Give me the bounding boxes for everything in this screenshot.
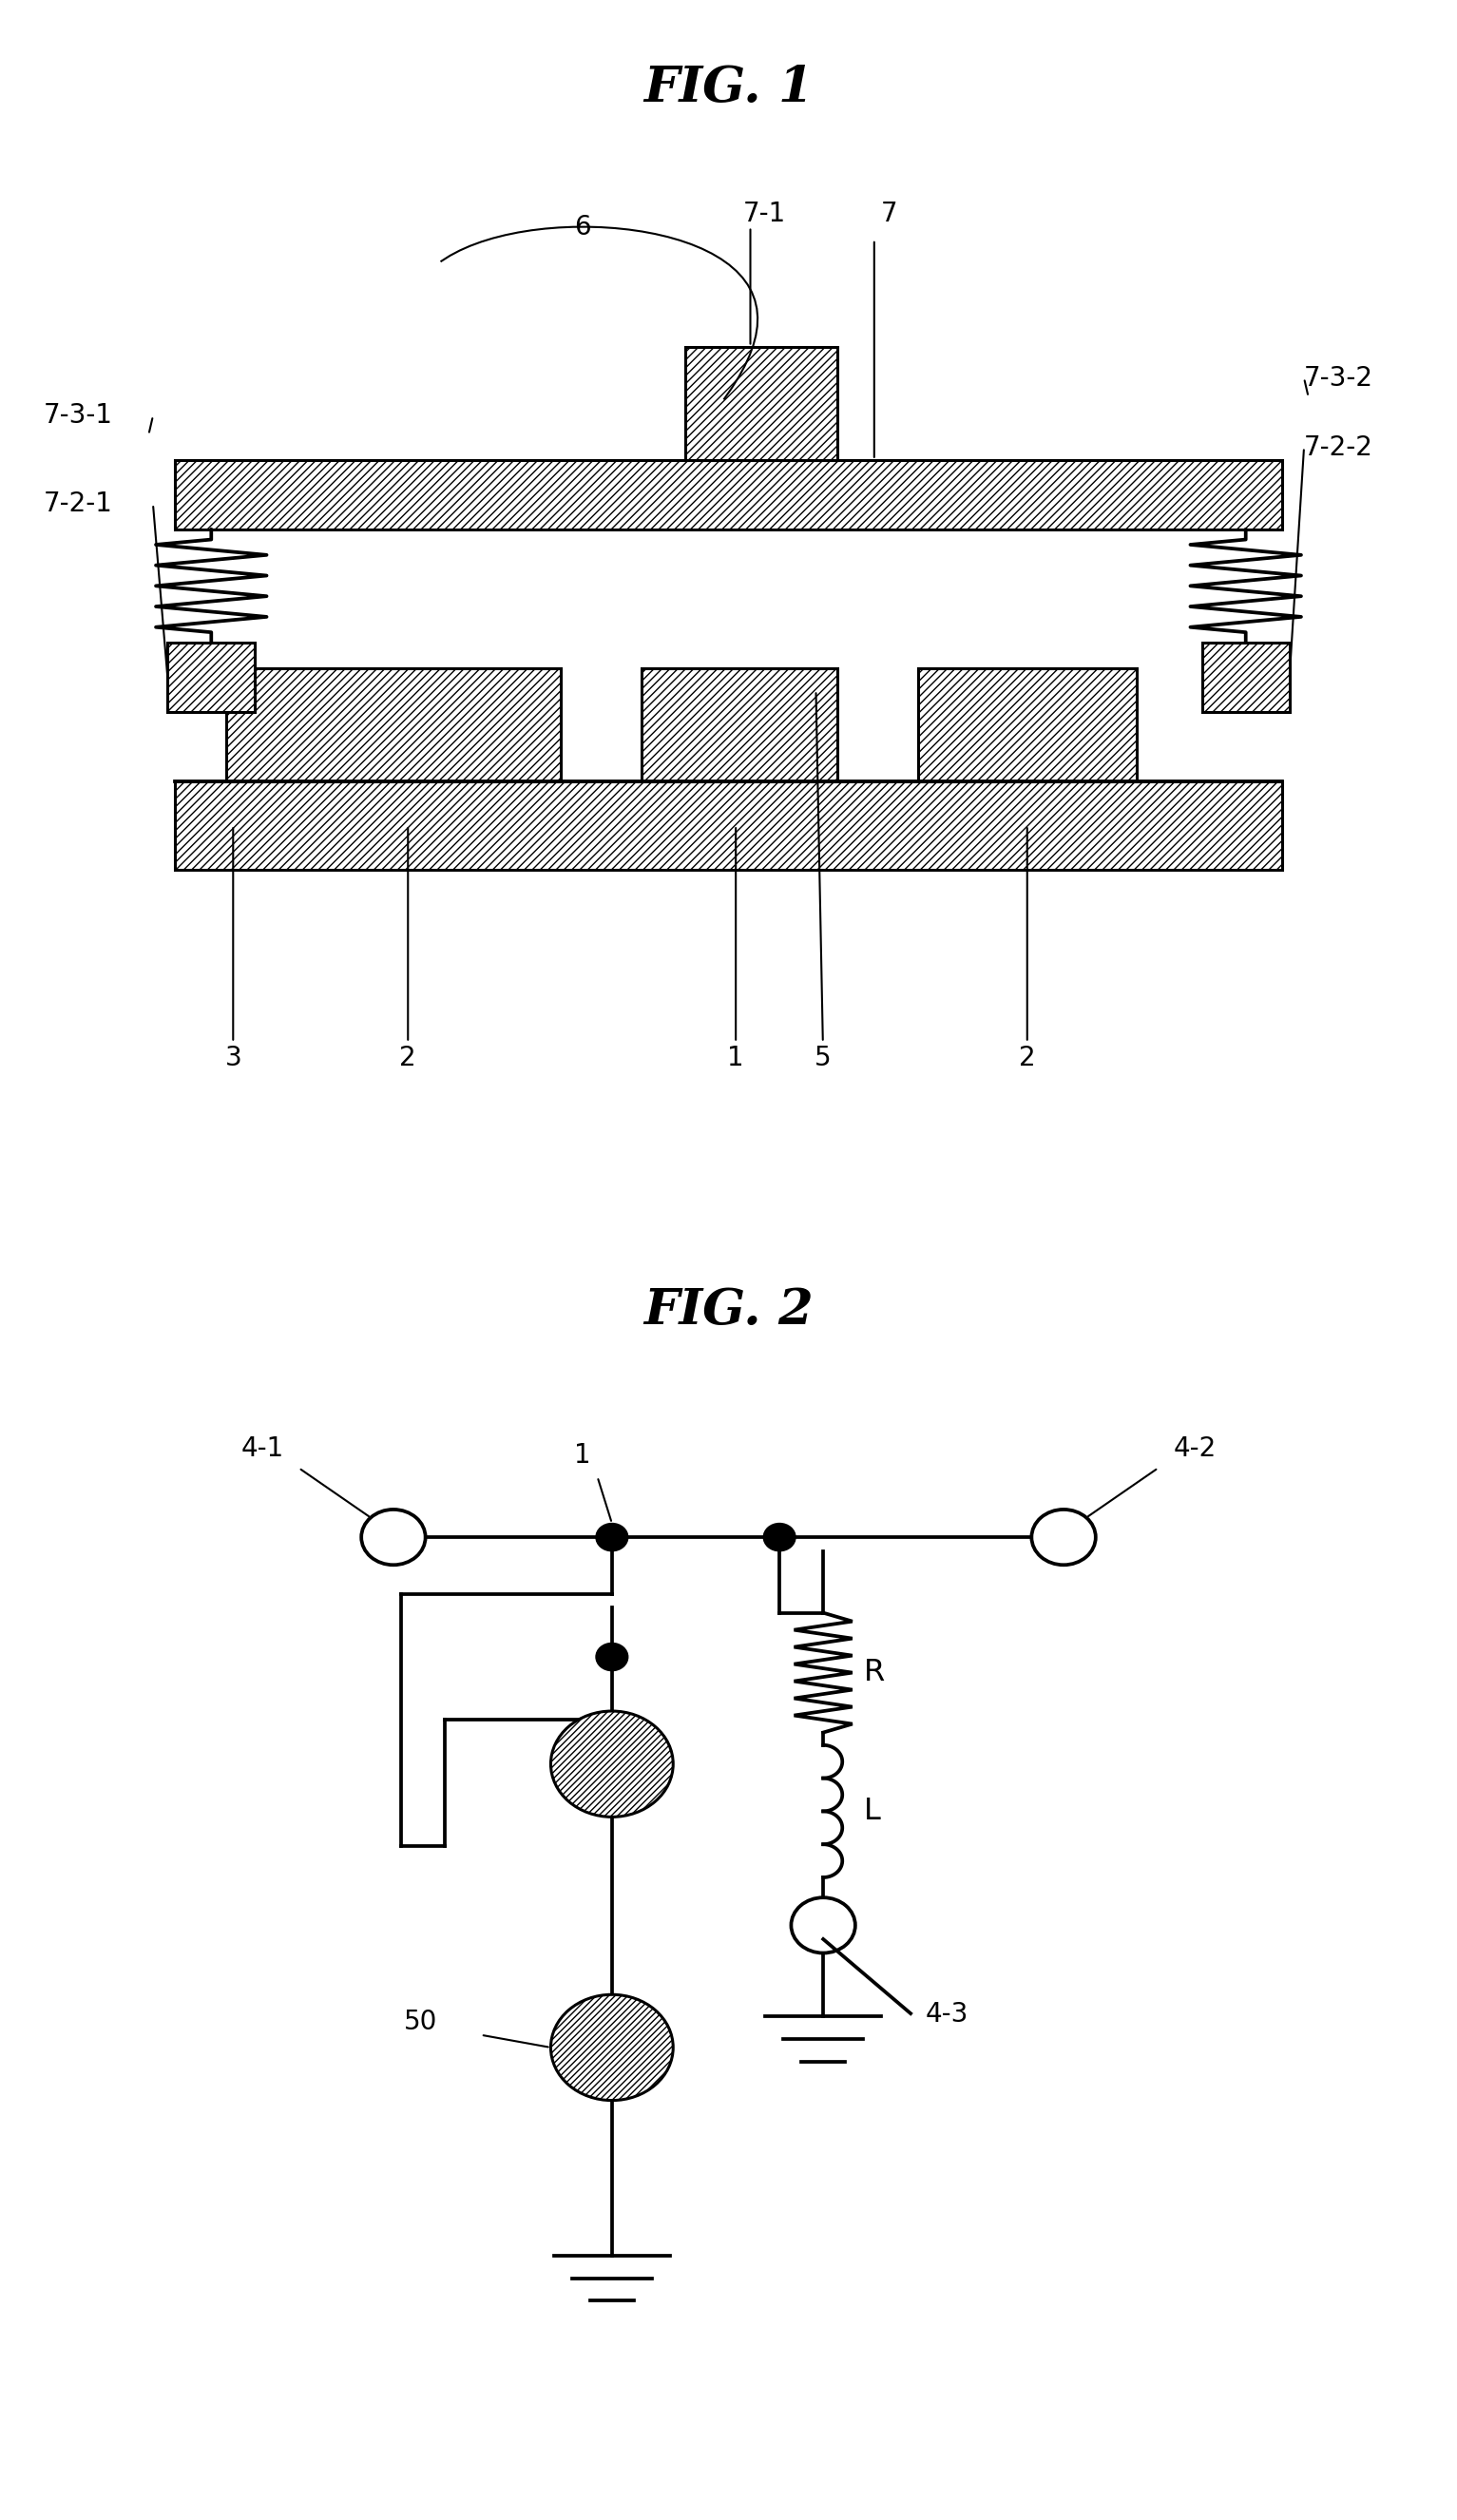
Circle shape xyxy=(763,1522,796,1550)
Text: 1: 1 xyxy=(727,829,745,1071)
Text: 6: 6 xyxy=(574,214,592,239)
Circle shape xyxy=(596,1522,628,1550)
Bar xyxy=(175,459,1282,529)
Text: 2: 2 xyxy=(399,829,417,1071)
Text: 7: 7 xyxy=(880,202,898,227)
Text: 50: 50 xyxy=(404,2008,437,2036)
Text: FIG. 2: FIG. 2 xyxy=(644,1285,813,1336)
Text: 7-3-1: 7-3-1 xyxy=(44,403,114,428)
Text: L: L xyxy=(864,1797,881,1827)
Text: 7-2-1: 7-2-1 xyxy=(44,491,114,517)
Text: 4-3: 4-3 xyxy=(925,2001,969,2029)
Bar xyxy=(175,781,1282,869)
Text: 1: 1 xyxy=(574,1441,592,1469)
Text: FIG. 1: FIG. 1 xyxy=(644,63,813,113)
Bar xyxy=(641,668,838,781)
Text: R: R xyxy=(864,1658,886,1688)
Circle shape xyxy=(596,1643,628,1671)
Text: 4-1: 4-1 xyxy=(240,1436,284,1462)
Text: 4-2: 4-2 xyxy=(1173,1436,1217,1462)
Text: 2: 2 xyxy=(1018,829,1036,1071)
Text: 7-3-2: 7-3-2 xyxy=(1304,365,1374,391)
Circle shape xyxy=(551,1996,673,2102)
Text: 5: 5 xyxy=(814,693,832,1071)
Circle shape xyxy=(551,1711,673,1817)
Text: 3: 3 xyxy=(224,829,242,1071)
Bar xyxy=(918,668,1136,781)
Bar xyxy=(168,643,255,711)
Bar xyxy=(226,668,561,781)
Bar xyxy=(1202,643,1289,711)
Text: 7-2-2: 7-2-2 xyxy=(1304,433,1374,461)
Bar xyxy=(685,345,838,459)
Text: 7-1: 7-1 xyxy=(743,202,787,227)
